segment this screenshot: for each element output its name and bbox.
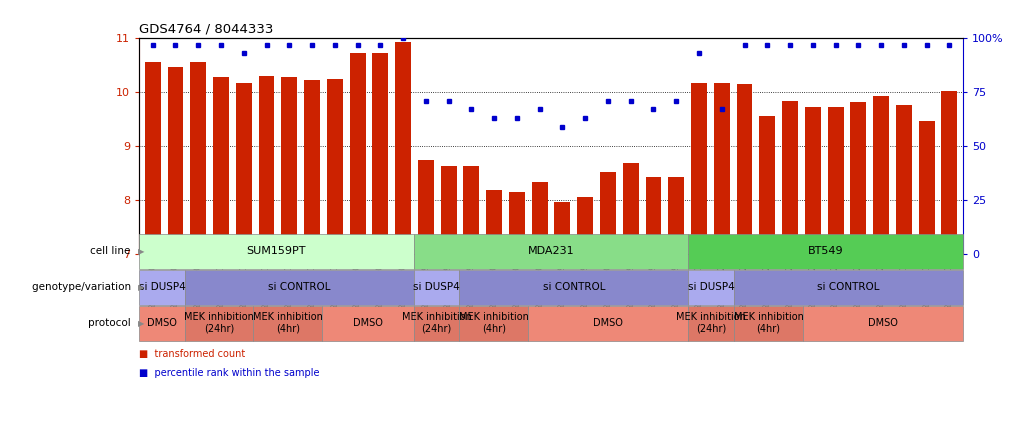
Bar bbox=[236, 83, 251, 254]
Bar bbox=[919, 121, 934, 254]
Text: MEK inhibition
(24hr): MEK inhibition (24hr) bbox=[184, 312, 254, 334]
Bar bbox=[577, 197, 593, 254]
Bar bbox=[281, 77, 298, 254]
Bar bbox=[646, 177, 661, 254]
Bar bbox=[668, 177, 684, 254]
Bar bbox=[736, 84, 753, 254]
Text: MEK inhibition
(24hr): MEK inhibition (24hr) bbox=[677, 312, 746, 334]
Bar bbox=[327, 79, 343, 254]
Text: MEK inhibition
(4hr): MEK inhibition (4hr) bbox=[733, 312, 803, 334]
Text: si DUSP4: si DUSP4 bbox=[139, 282, 185, 292]
Text: SUM159PT: SUM159PT bbox=[246, 246, 306, 256]
Bar bbox=[782, 101, 798, 254]
Text: GDS4764 / 8044333: GDS4764 / 8044333 bbox=[139, 22, 273, 36]
Bar bbox=[168, 67, 183, 254]
Text: BT549: BT549 bbox=[808, 246, 844, 256]
Bar bbox=[486, 190, 502, 254]
Text: protocol: protocol bbox=[88, 318, 134, 328]
Bar bbox=[600, 172, 616, 254]
Text: si CONTROL: si CONTROL bbox=[268, 282, 331, 292]
Text: MDA231: MDA231 bbox=[527, 246, 575, 256]
Bar bbox=[896, 105, 912, 254]
Bar bbox=[259, 77, 274, 254]
Text: ▶: ▶ bbox=[138, 283, 144, 292]
Text: MEK inhibition
(4hr): MEK inhibition (4hr) bbox=[459, 312, 528, 334]
Text: DMSO: DMSO bbox=[868, 318, 898, 328]
Text: ■  transformed count: ■ transformed count bbox=[139, 349, 245, 359]
Bar bbox=[373, 52, 388, 254]
Bar bbox=[759, 116, 776, 254]
Bar bbox=[851, 102, 866, 254]
Bar bbox=[464, 166, 479, 254]
Bar bbox=[941, 91, 957, 254]
Text: si DUSP4: si DUSP4 bbox=[413, 282, 460, 292]
Text: ▶: ▶ bbox=[138, 319, 144, 328]
Text: si CONTROL: si CONTROL bbox=[543, 282, 606, 292]
Text: MEK inhibition
(24hr): MEK inhibition (24hr) bbox=[402, 312, 472, 334]
Bar bbox=[828, 107, 844, 254]
Text: genotype/variation: genotype/variation bbox=[32, 282, 134, 292]
Text: DMSO: DMSO bbox=[353, 318, 383, 328]
Bar bbox=[873, 96, 889, 254]
Text: DMSO: DMSO bbox=[593, 318, 623, 328]
Text: si DUSP4: si DUSP4 bbox=[688, 282, 734, 292]
Bar bbox=[554, 202, 571, 254]
Text: cell line: cell line bbox=[91, 246, 134, 256]
Bar bbox=[396, 42, 411, 254]
Bar bbox=[531, 181, 548, 254]
Bar bbox=[213, 77, 229, 254]
Bar bbox=[441, 166, 456, 254]
Bar bbox=[349, 52, 366, 254]
Bar bbox=[623, 163, 639, 254]
Bar bbox=[418, 160, 434, 254]
Bar bbox=[145, 62, 161, 254]
Bar bbox=[714, 83, 729, 254]
Text: ▶: ▶ bbox=[138, 247, 144, 256]
Text: ■  percentile rank within the sample: ■ percentile rank within the sample bbox=[139, 368, 319, 378]
Text: MEK inhibition
(4hr): MEK inhibition (4hr) bbox=[253, 312, 322, 334]
Bar bbox=[304, 80, 320, 254]
Bar bbox=[804, 107, 821, 254]
Bar bbox=[509, 192, 525, 254]
Bar bbox=[691, 83, 707, 254]
Text: si CONTROL: si CONTROL bbox=[818, 282, 880, 292]
Bar bbox=[191, 62, 206, 254]
Text: DMSO: DMSO bbox=[147, 318, 177, 328]
